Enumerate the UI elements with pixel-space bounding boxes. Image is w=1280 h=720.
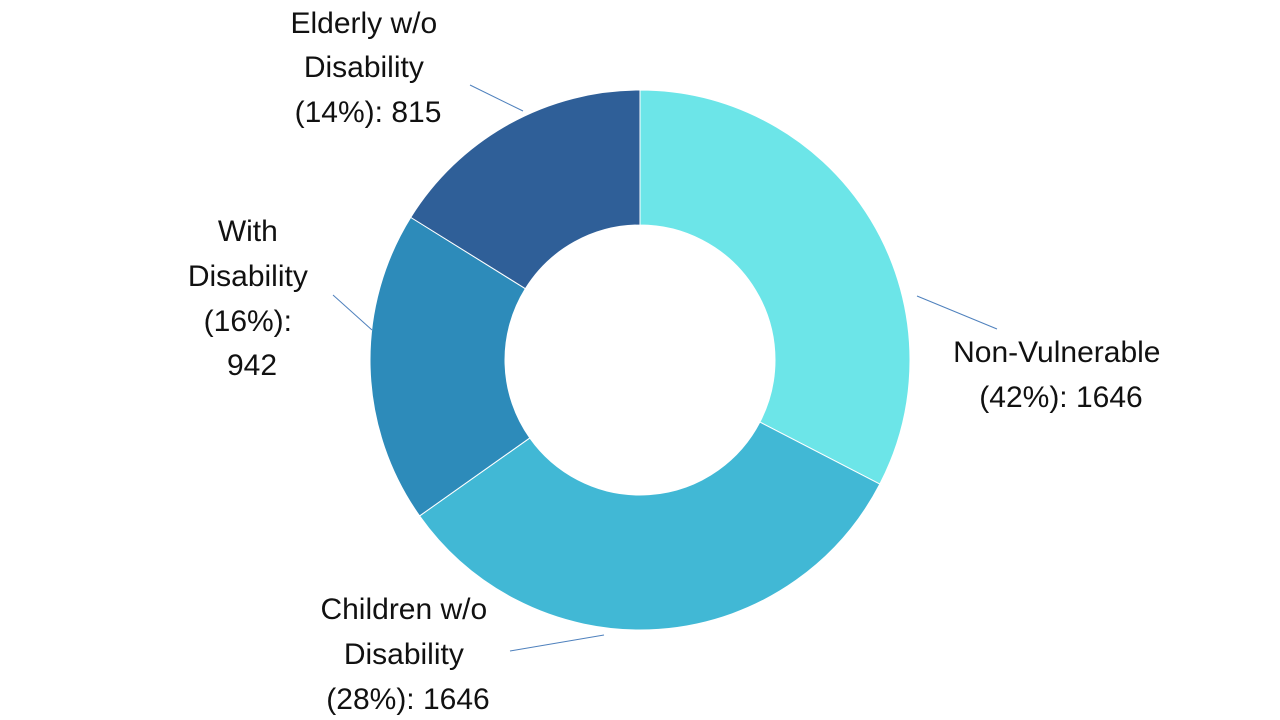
donut-slices	[369, 89, 911, 631]
leader-line-non-vulnerable	[916, 295, 998, 330]
data-label-line: Non-Vulnerable	[953, 336, 1160, 369]
leader-line-elderly	[469, 84, 524, 112]
data-label-line: With	[218, 215, 278, 248]
data-label-line: (16%):	[204, 305, 292, 338]
data-labels: Non-Vulnerable (42%): 1646 Children w/o …	[188, 7, 1169, 716]
donut-slice-elderly-w-o-disability	[410, 89, 641, 290]
data-label-line: (14%): 815	[295, 96, 442, 129]
leader-lines	[332, 84, 998, 652]
data-label-line: Disability	[188, 260, 308, 293]
donut-slice-children-w-o-disability	[418, 421, 881, 631]
data-label-line: Children w/o	[320, 593, 487, 626]
data-label-line: (28%): 1646	[326, 683, 489, 716]
leader-line-children	[509, 634, 605, 652]
data-label-elderly: Elderly w/o Disability (14%): 815	[290, 7, 445, 129]
data-label-with-disability: With Disability (16%): 942	[188, 215, 316, 382]
data-label-non-vulnerable: Non-Vulnerable (42%): 1646	[953, 336, 1169, 414]
data-label-line: (42%): 1646	[979, 381, 1142, 414]
data-label-line: 942	[227, 349, 277, 382]
donut-slice-with-disability	[369, 216, 531, 517]
data-label-line: Disability	[304, 51, 424, 84]
leader-line-with-disability	[332, 294, 373, 331]
data-label-line: Disability	[344, 638, 464, 671]
data-label-children: Children w/o Disability (28%): 1646	[320, 593, 495, 716]
data-label-line: Elderly w/o	[290, 7, 437, 40]
donut-slice-non-vulnerable	[639, 89, 911, 485]
